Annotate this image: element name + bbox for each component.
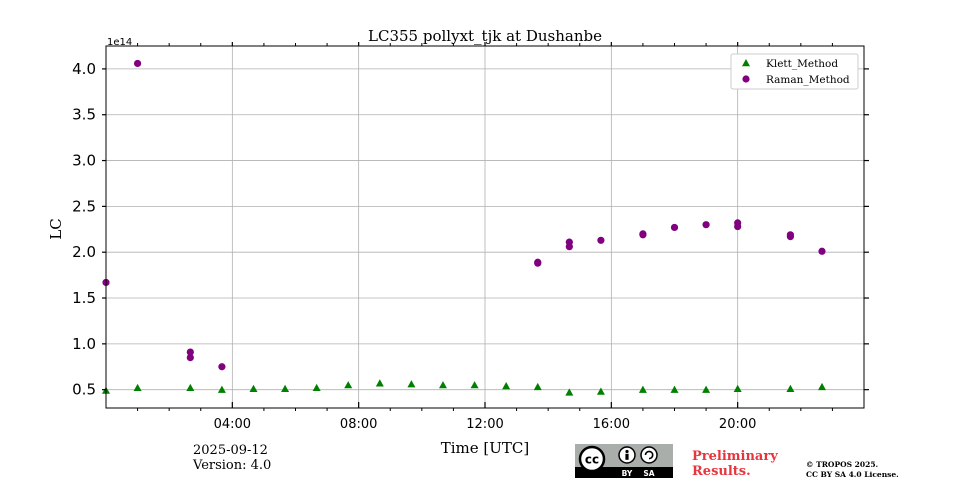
sa-share-icon (640, 446, 658, 464)
preliminary-line-2: Results. (692, 464, 751, 479)
klett-point (217, 385, 226, 393)
preliminary-results-note: Preliminary Results. (692, 449, 778, 479)
klett-point (438, 381, 447, 389)
raman-point (565, 243, 573, 251)
klett-point (533, 382, 542, 391)
raman-point (702, 221, 710, 229)
klett-point (817, 382, 826, 391)
klett-point (407, 380, 416, 388)
raman-point (186, 348, 194, 356)
y-tick-label: 0.5 (72, 381, 96, 399)
klett-point (470, 381, 479, 389)
y-scale-offset: 1e14 (107, 37, 132, 48)
cc-by-sa-badge: cc BY SA (575, 444, 673, 478)
by-person-body (625, 453, 629, 460)
klett-point (638, 385, 647, 393)
legend-label-raman: Raman_Method (766, 74, 850, 86)
klett-point (249, 384, 258, 392)
footer-date: 2025-09-12 (193, 443, 268, 458)
cc-icon-text: cc (585, 453, 599, 467)
klett-point (702, 385, 711, 393)
klett-point (596, 387, 605, 395)
y-axis-label: LC (47, 218, 65, 239)
badge-bottom-strip (575, 467, 673, 478)
klett-point (565, 388, 574, 396)
badge-by-label: BY (622, 469, 633, 478)
grid-lines (106, 46, 864, 408)
klett-point (670, 385, 679, 393)
x-tick-label: 20:00 (719, 417, 756, 432)
badge-sa-label: SA (643, 469, 654, 478)
y-tick-label: 1.0 (72, 335, 96, 353)
x-axis-label: Time [UTC] (441, 439, 530, 457)
klett-point (344, 381, 353, 389)
footer-version: Version: 4.0 (193, 458, 272, 473)
klett-point (133, 383, 142, 392)
legend-marker-klett (742, 59, 750, 67)
x-tick-label: 12:00 (466, 417, 503, 432)
y-tick-label: 3.0 (72, 152, 96, 170)
legend: Klett_Method Raman_Method (730, 53, 859, 90)
x-tick-label: 04:00 (214, 417, 251, 432)
legend-marker-raman (742, 75, 750, 83)
cc-icon (578, 445, 606, 473)
chart-title: LC355 pollyxt_tjk at Dushanbe (368, 27, 602, 45)
raman-point (186, 353, 194, 362)
data-points (102, 59, 826, 396)
klett-point (375, 379, 384, 387)
raman-point (670, 223, 679, 232)
x-tick-label: 16:00 (593, 417, 630, 432)
raman-point (818, 247, 826, 255)
klett-point (281, 384, 290, 392)
legend-label-klett: Klett_Method (766, 58, 838, 70)
y-tick-label: 3.5 (72, 106, 96, 124)
raman-point (534, 258, 542, 266)
raman-point (786, 233, 795, 241)
axis-ticks (102, 42, 869, 411)
license-line-2: CC BY SA 4.0 License. (806, 470, 899, 479)
sa-arrow-icon (644, 450, 654, 460)
x-tick-label: 08:00 (340, 417, 377, 432)
y-tick-label: 2.0 (72, 243, 96, 261)
klett-point (786, 384, 795, 392)
by-person-head (625, 449, 629, 454)
license-line-1: © TROPOS 2025. (806, 460, 879, 469)
raman-point (218, 363, 226, 371)
preliminary-line-1: Preliminary (692, 449, 778, 464)
license-note: © TROPOS 2025. CC BY SA 4.0 License. (806, 460, 899, 480)
legend-box (730, 53, 859, 90)
klett-point (733, 384, 742, 392)
raman-point (734, 222, 742, 231)
raman-point (133, 59, 142, 68)
tick-labels: 04:00 08:00 12:00 16:00 20:00 0.5 1.0 1.5 2.0 2.5… (72, 60, 756, 432)
y-tick-label: 2.5 (72, 197, 96, 215)
raman-point (597, 236, 605, 244)
y-tick-label: 4.0 (72, 60, 96, 78)
raman-point (639, 230, 647, 238)
klett-point (312, 383, 321, 392)
klett-point (186, 383, 195, 392)
klett-point (502, 382, 511, 390)
y-tick-label: 1.5 (72, 289, 96, 307)
